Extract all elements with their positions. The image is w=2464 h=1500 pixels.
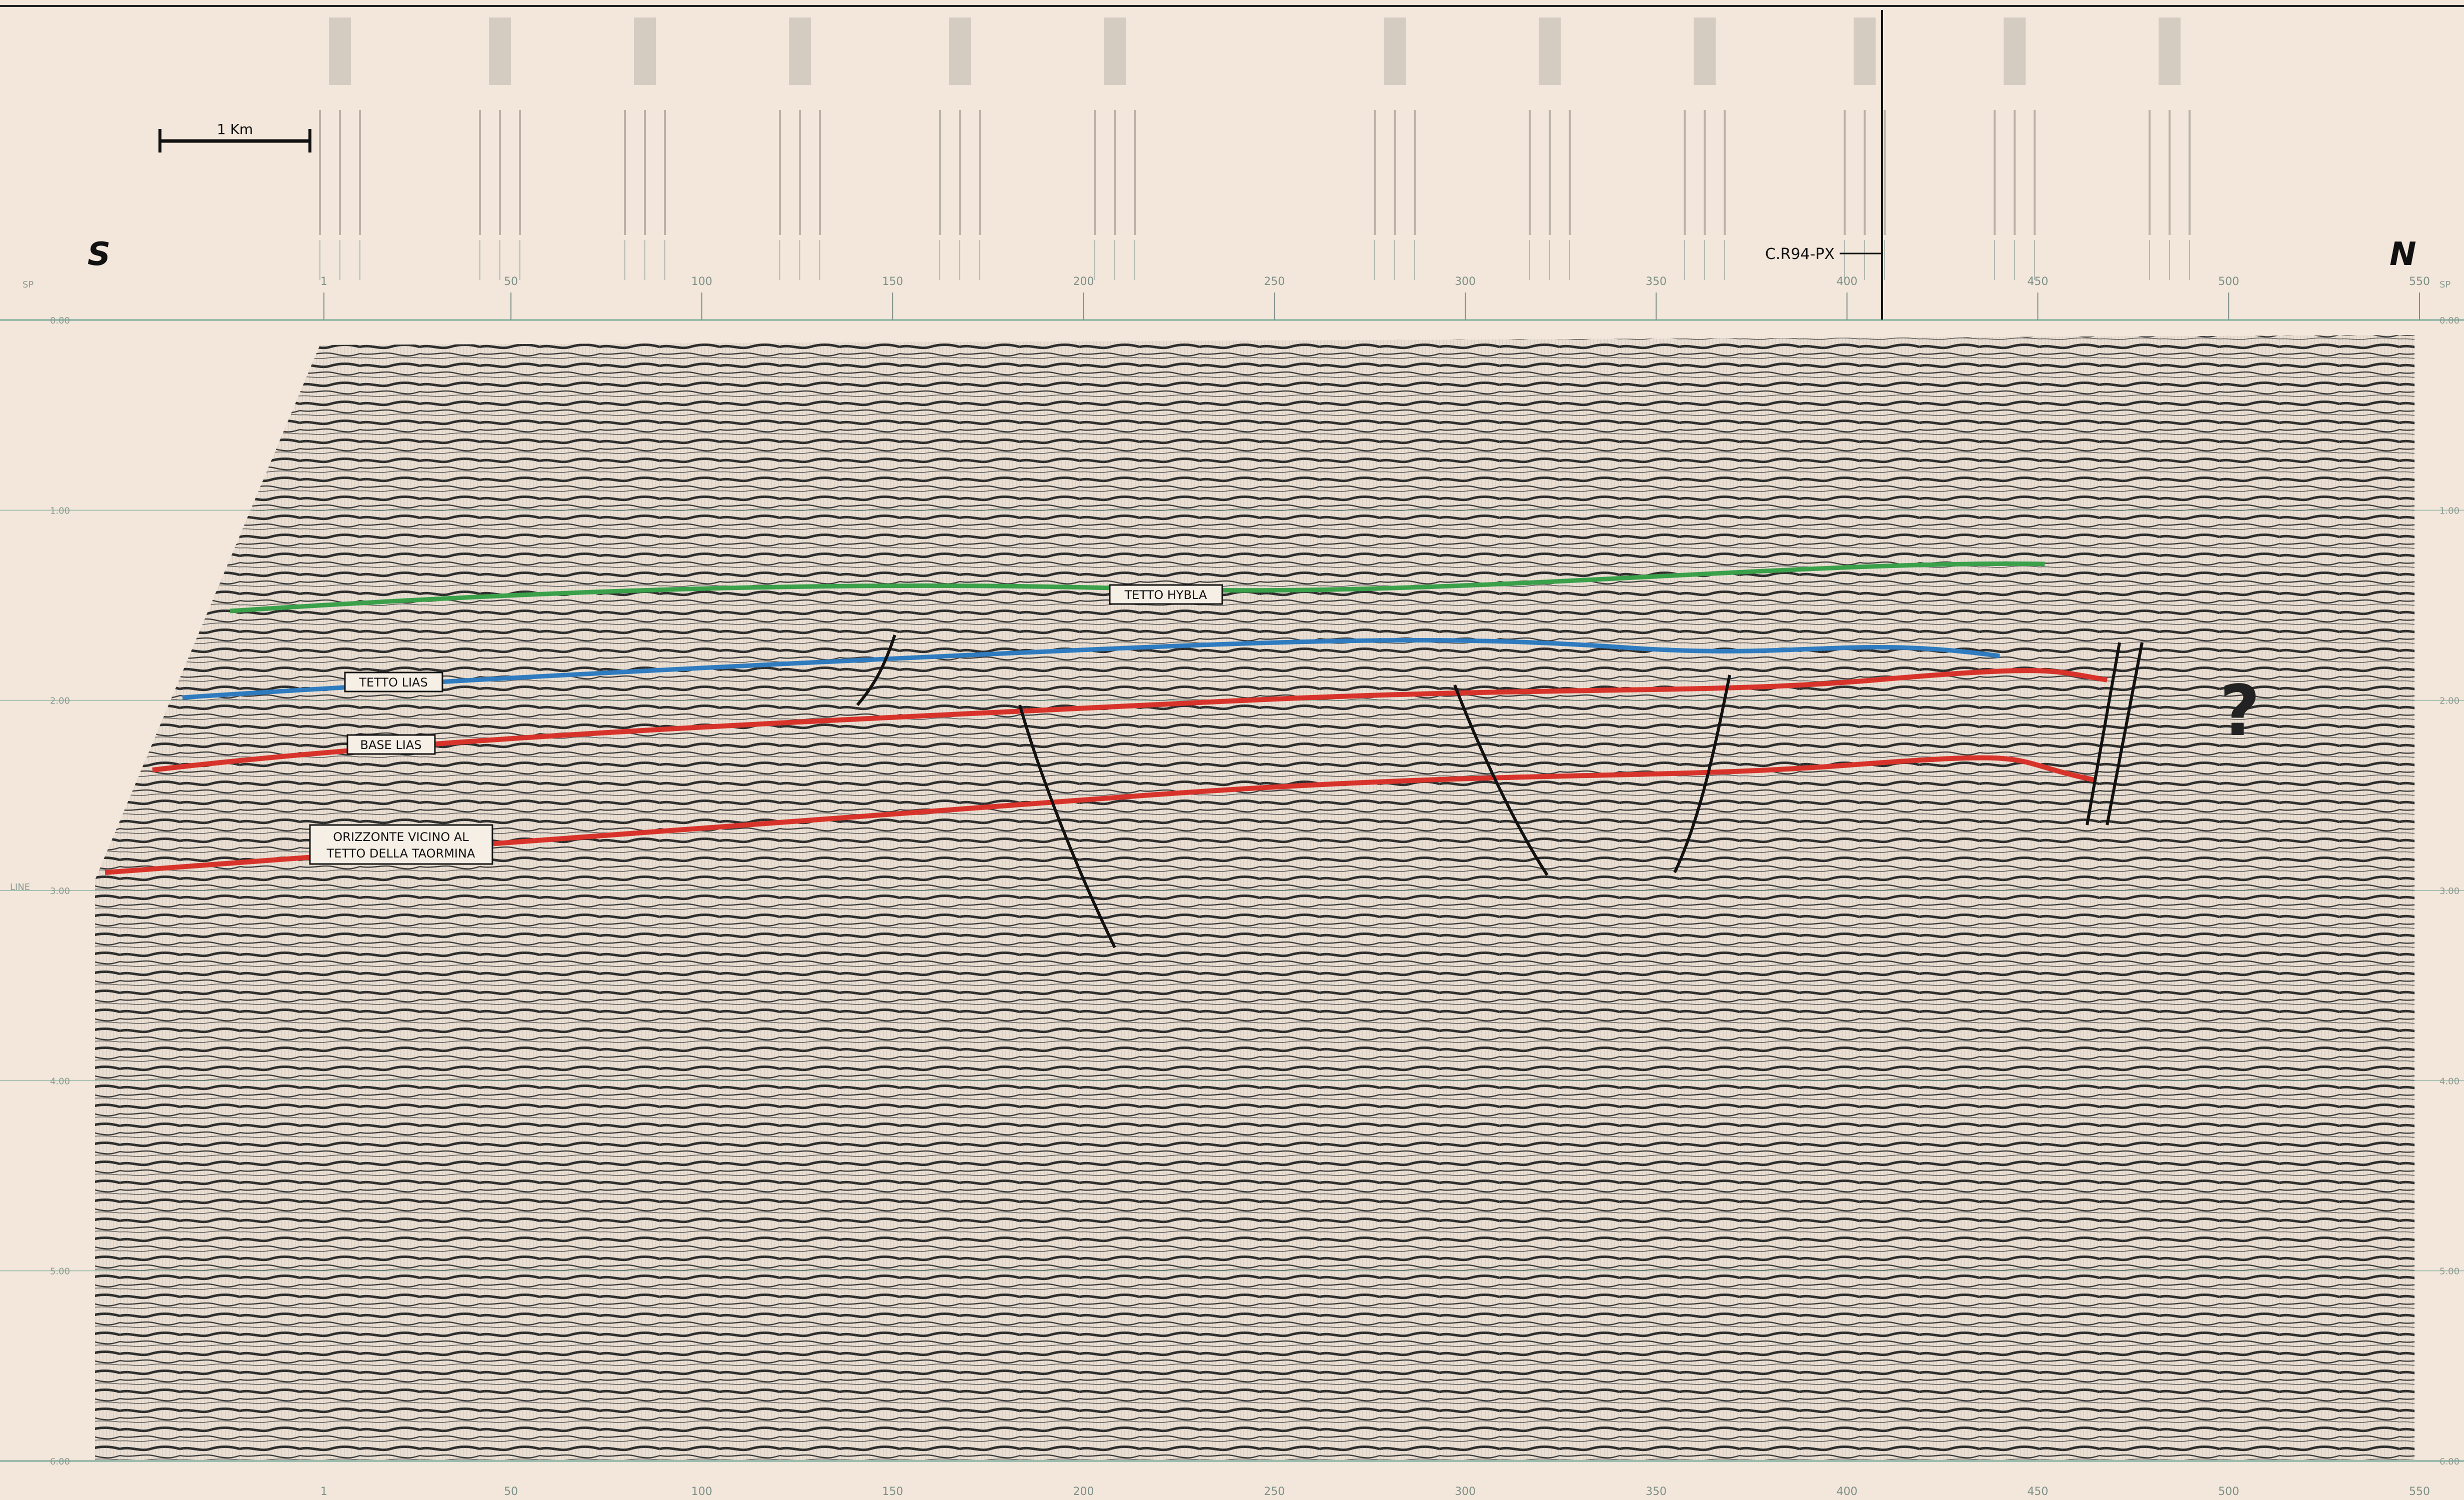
sp-top-tick-label: 350 [1646,276,1667,288]
sp-top-tick-label: 100 [691,276,712,288]
horizon-taormina-line [104,755,2096,875]
horizon-label-tetto-lias: TETTO LIAS [344,672,443,692]
intersection-label-columns [319,18,2191,280]
time-tick-label-left: 2.00 [50,696,70,706]
direction-south: S [87,236,110,273]
horizon-label-taormina: ORIZZONTE VICINO AL TETTO DELLA TAORMINA [309,824,493,865]
question-mark: ? [2220,670,2260,752]
stamp-block [1694,18,1716,85]
sp-bottom-tick-label: 550 [2409,1486,2430,1498]
bottom-sp-ticks: 1 50 100 150 200 250 300 350 400 450 500 550 [320,1486,2430,1498]
seismic-trace-grid [95,335,2415,1460]
time-tick-label-left: 3.00 [50,886,70,896]
time-tick-label-left: 1.00 [50,506,70,516]
crossing-line-label: C.R94-PX [1765,246,1835,263]
sp-top-tick-label: 300 [1455,276,1476,288]
time-tick-label-right: 1.00 [2440,506,2460,516]
stamp-block [949,18,971,85]
sp-bottom-tick-label: 1 [320,1486,327,1498]
horizon-label-tetto-hybla: TETTO HYBLA [1109,584,1223,605]
sp-axis-left-tag: SP [22,280,33,290]
stamp-block [2004,18,2026,85]
time-tick-label-right: 4.00 [2440,1076,2460,1086]
sp-top-tick-label: 500 [2218,276,2239,288]
stamp-block [329,18,351,85]
time-tick-label-right: 0.00 [2440,316,2460,326]
stamp-block [634,18,656,85]
sp-bottom-tick-label: 100 [691,1486,712,1498]
horizon-label-tetto-hybla-text: TETTO HYBLA [1124,588,1207,602]
sp-top-tick-label: 50 [504,276,518,288]
time-tick-labels: 0.00 0.00 1.00 1.00 2.00 2.00 3.00 3.00 4.00 4.00… [50,316,2460,1467]
sp-top-tick-label: 1 [320,276,327,288]
sp-top-tick-label: 200 [1073,276,1094,288]
fault-line-4 [1673,674,1731,874]
sp-bottom-tick-label: 500 [2218,1486,2239,1498]
time-tick-label-right: 2.00 [2440,696,2460,706]
sp-top-tick-label: 550 [2409,276,2430,288]
horizon-label-tetto-lias-text: TETTO LIAS [358,676,427,690]
fault-line-3 [1453,684,1549,876]
sp-top-tick-label: 150 [882,276,903,288]
horizon-label-base-lias: BASE LIAS [346,734,436,755]
sp-bottom-tick-label: 50 [504,1486,518,1498]
direction-north: N [2390,236,2417,273]
horizon-label-taormina-line1: ORIZZONTE VICINO AL [333,830,469,844]
fault-line-1 [856,634,896,706]
horizon-tetto-lias-line [182,638,2000,700]
stamp-block [1104,18,1126,85]
sp-top-tick-label: 450 [2027,276,2048,288]
sp-bottom-tick-label: 150 [882,1486,903,1498]
sp-axis-right-tag: SP [2440,280,2451,290]
fault-line-2 [1018,704,1116,948]
stamp-block [2159,18,2181,85]
time-tick-label-left: 6.00 [50,1456,70,1467]
stamp-block [489,18,511,85]
time-tick-label-right: 6.00 [2440,1456,2460,1467]
sp-bottom-tick-label: 300 [1455,1486,1476,1498]
horizon-label-base-lias-text: BASE LIAS [360,738,421,752]
sp-top-tick-label: 400 [1837,276,1858,288]
time-tick-label-right: 3.00 [2440,886,2460,896]
sp-bottom-tick-label: 450 [2027,1486,2048,1498]
top-sp-ticks: 1 50 100 150 200 250 300 350 400 450 500 550 [320,276,2430,320]
time-tick-label-right: 5.00 [2440,1266,2460,1277]
horizon-label-taormina-line2: TETTO DELLA TAORMINA [326,846,475,860]
horizon-base-lias-line [152,668,2108,772]
stamp-block [1384,18,1406,85]
sp-bottom-tick-label: 400 [1837,1486,1858,1498]
time-axis-left-tag: LINE [10,882,30,892]
sp-bottom-tick-label: 200 [1073,1486,1094,1498]
time-tick-label-left: 0.00 [50,316,70,326]
sp-bottom-tick-label: 250 [1264,1486,1285,1498]
time-tick-label-left: 5.00 [50,1266,70,1277]
scale-bar-label: 1 Km [217,121,253,138]
sp-bottom-tick-label: 350 [1646,1486,1667,1498]
stamp-block [789,18,811,85]
sp-top-tick-label: 250 [1264,276,1285,288]
fault-zone-north [2086,642,2144,826]
stamp-block [1854,18,1876,85]
time-tick-label-left: 4.00 [50,1076,70,1086]
stamp-block [1539,18,1561,85]
scale-bar-graphic [158,129,311,152]
